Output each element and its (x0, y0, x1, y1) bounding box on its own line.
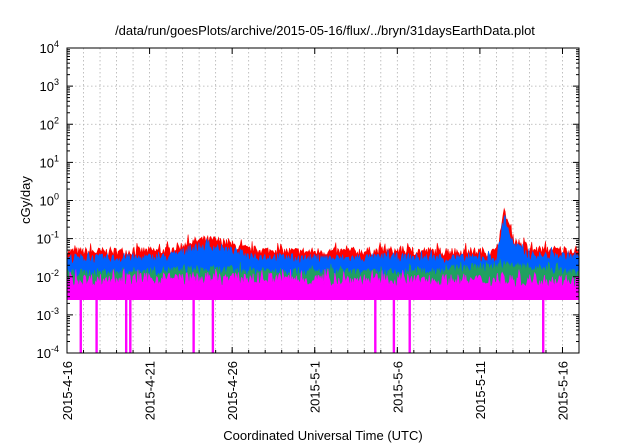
x-tick-label: 2015-4-26 (225, 361, 240, 420)
dropout-spike (79, 299, 82, 353)
x-tick-label: 2015-5-11 (473, 361, 488, 419)
x-tick-label: 2015-5-6 (390, 361, 405, 413)
series-area-4 (66, 268, 580, 300)
y-tick-label: 103 (40, 77, 59, 94)
y-tick-label: 10-2 (37, 268, 59, 285)
y-tick-label: 102 (40, 115, 59, 132)
chart-title: /data/run/goesPlots/archive/2015-05-16/f… (115, 23, 535, 38)
y-tick-label: 10-1 (37, 230, 59, 247)
dropout-spike (192, 299, 195, 353)
grid (67, 48, 579, 353)
y-tick-label: 10-4 (37, 344, 59, 361)
plot-area (66, 207, 580, 353)
dropout-spike (408, 299, 411, 353)
x-tick-label: 2015-5-16 (555, 361, 570, 420)
y-axis-label: cGy/day (18, 176, 33, 224)
dropout-spike (542, 299, 545, 353)
x-tick-label: 2015-4-16 (60, 361, 75, 420)
y-tick-label: 100 (40, 192, 59, 209)
dropout-spike (129, 299, 132, 353)
y-tick-label: 10-3 (37, 306, 59, 323)
x-axis-label: Coordinated Universal Time (UTC) (223, 428, 422, 443)
dropout-spike (374, 299, 377, 353)
dropout-spike (124, 299, 128, 353)
x-tick-label: 2015-5-1 (308, 361, 323, 413)
y-tick-label: 101 (40, 153, 59, 170)
x-tick-labels: 2015-4-16 2015-4-21 2015-4-26 2015-5-1 2015-… (60, 361, 570, 420)
dropout-spike (95, 299, 98, 353)
dropout-spike (392, 299, 396, 353)
x-tick-label: 2015-4-21 (143, 361, 158, 420)
y-tick-label: 104 (40, 39, 59, 56)
dropout-spike (211, 299, 215, 353)
y-tick-labels: 10-4 10-3 10-2 10-1 100 101 102 103 104 (37, 39, 59, 361)
tick-marks (66, 47, 580, 354)
